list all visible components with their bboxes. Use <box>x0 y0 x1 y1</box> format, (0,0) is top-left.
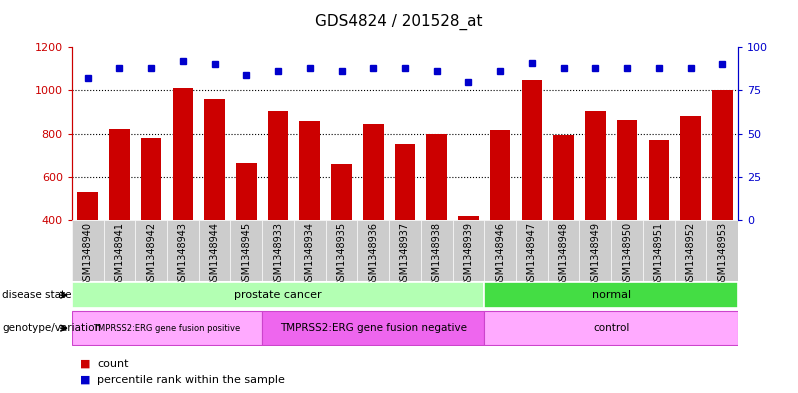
Bar <box>263 220 294 281</box>
Bar <box>236 163 257 307</box>
Bar <box>363 124 384 307</box>
Bar <box>172 88 193 307</box>
Bar <box>294 220 326 281</box>
Text: count: count <box>97 358 128 369</box>
Text: prostate cancer: prostate cancer <box>235 290 322 300</box>
Bar <box>389 220 421 281</box>
Text: TMPRSS2:ERG gene fusion negative: TMPRSS2:ERG gene fusion negative <box>280 323 467 333</box>
Bar <box>140 138 161 307</box>
Text: GSM1348941: GSM1348941 <box>114 222 124 287</box>
Text: GSM1348950: GSM1348950 <box>622 222 632 287</box>
Text: ■: ■ <box>80 375 90 385</box>
Bar <box>553 135 574 307</box>
Bar <box>426 134 447 307</box>
Bar <box>72 311 263 345</box>
Bar <box>484 311 738 345</box>
Text: GDS4824 / 201528_at: GDS4824 / 201528_at <box>315 14 483 30</box>
Text: GSM1348934: GSM1348934 <box>305 222 314 287</box>
Text: GSM1348935: GSM1348935 <box>337 222 346 287</box>
Bar <box>199 220 231 281</box>
Bar <box>358 220 389 281</box>
Text: GSM1348948: GSM1348948 <box>559 222 569 287</box>
Bar <box>109 129 130 307</box>
Bar <box>579 220 611 281</box>
Bar <box>649 140 670 307</box>
Bar <box>104 220 136 281</box>
Text: GSM1348940: GSM1348940 <box>83 222 93 287</box>
Bar <box>617 119 638 307</box>
Text: GSM1348945: GSM1348945 <box>241 222 251 287</box>
Bar <box>712 90 733 307</box>
Text: GSM1348943: GSM1348943 <box>178 222 188 287</box>
Text: genotype/variation: genotype/variation <box>2 323 101 333</box>
Text: control: control <box>593 323 630 333</box>
Bar <box>680 116 701 307</box>
Text: normal: normal <box>591 290 630 300</box>
Bar <box>490 130 511 307</box>
Bar <box>458 216 479 307</box>
Text: GSM1348947: GSM1348947 <box>527 222 537 287</box>
Bar <box>516 220 547 281</box>
Text: disease state: disease state <box>2 290 72 300</box>
Text: TMPRSS2:ERG gene fusion positive: TMPRSS2:ERG gene fusion positive <box>93 324 241 332</box>
Text: ■: ■ <box>80 358 90 369</box>
Bar <box>72 282 484 308</box>
Bar <box>231 220 263 281</box>
Text: GSM1348942: GSM1348942 <box>146 222 156 287</box>
Bar <box>522 79 542 307</box>
Text: GSM1348953: GSM1348953 <box>717 222 727 287</box>
Text: GSM1348952: GSM1348952 <box>685 222 696 287</box>
Text: GSM1348939: GSM1348939 <box>464 222 473 287</box>
Bar <box>72 220 104 281</box>
Text: GSM1348938: GSM1348938 <box>432 222 442 287</box>
Bar <box>331 164 352 307</box>
Bar <box>484 282 738 308</box>
Bar <box>136 220 167 281</box>
Bar <box>484 220 516 281</box>
Bar <box>643 220 674 281</box>
Bar <box>585 111 606 307</box>
Bar <box>326 220 358 281</box>
Bar <box>268 111 288 307</box>
Bar <box>421 220 452 281</box>
Text: percentile rank within the sample: percentile rank within the sample <box>97 375 285 385</box>
Bar <box>77 192 98 307</box>
Text: GSM1348933: GSM1348933 <box>273 222 283 287</box>
Bar <box>674 220 706 281</box>
Bar <box>299 121 320 307</box>
Text: GSM1348944: GSM1348944 <box>210 222 219 287</box>
Bar <box>547 220 579 281</box>
Text: GSM1348951: GSM1348951 <box>654 222 664 287</box>
Bar <box>706 220 738 281</box>
Bar <box>204 99 225 307</box>
Bar <box>395 144 415 307</box>
Text: GSM1348946: GSM1348946 <box>496 222 505 287</box>
Bar <box>167 220 199 281</box>
Text: GSM1348937: GSM1348937 <box>400 222 410 287</box>
Text: GSM1348949: GSM1348949 <box>591 222 600 287</box>
Bar <box>611 220 643 281</box>
Bar <box>263 311 484 345</box>
Text: GSM1348936: GSM1348936 <box>368 222 378 287</box>
Bar <box>452 220 484 281</box>
